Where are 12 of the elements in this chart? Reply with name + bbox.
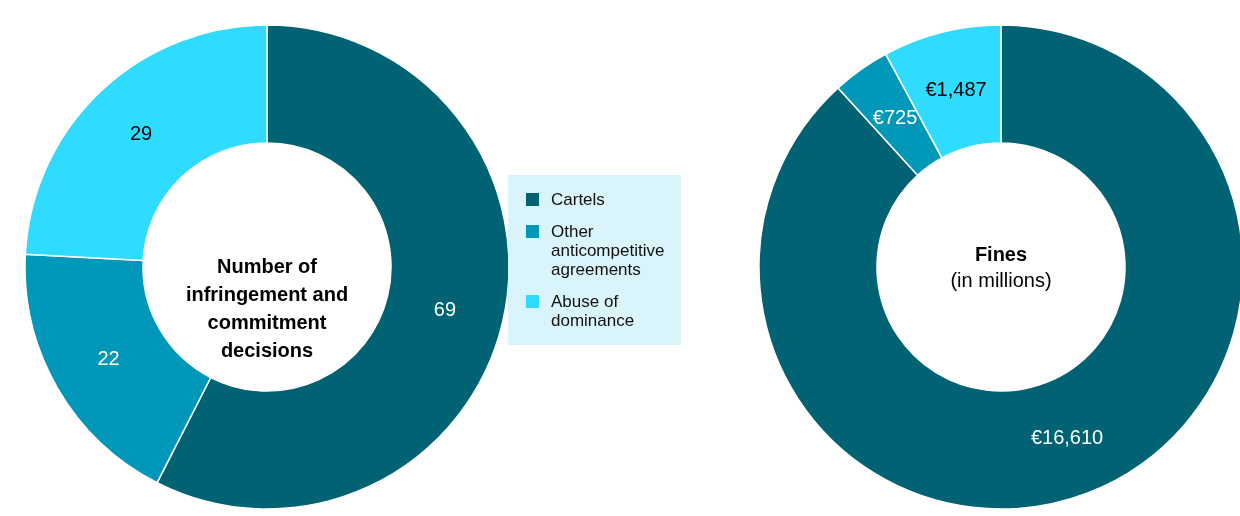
text: Fines: [974, 243, 1028, 265]
data-label: €725: [872, 105, 918, 128]
legend-label: Cartels: [551, 189, 605, 209]
legend-label: Abuse of dominance: [551, 291, 635, 330]
legend-label: Other anticompetitive agreements: [551, 221, 665, 279]
data-label: €16,610: [1030, 425, 1104, 448]
text: Number of infringement and commitment decisions: [185, 255, 349, 361]
text: (in millions): [950, 269, 1052, 291]
data-label: 29: [129, 122, 153, 145]
data-label: 69: [433, 297, 457, 320]
data-label: €1,487: [925, 77, 987, 100]
data-label: 22: [97, 346, 120, 369]
